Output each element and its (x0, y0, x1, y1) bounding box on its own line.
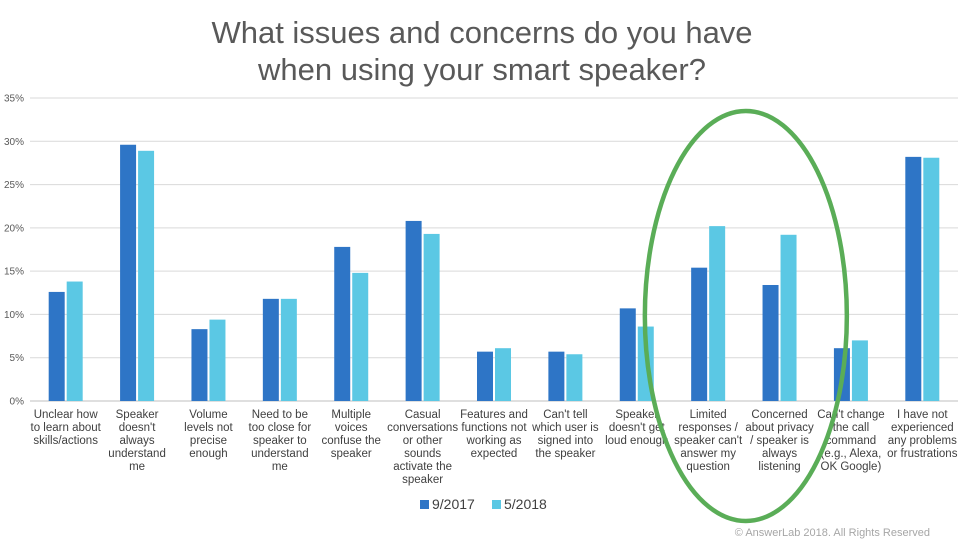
gridlines (30, 97, 958, 402)
legend: 9/2017 5/2018 (420, 496, 547, 512)
bar-series-1 (48, 291, 65, 401)
bars (48, 144, 940, 401)
bar-series-2 (423, 233, 440, 401)
bar-series-1 (120, 144, 137, 401)
bar-series-1 (334, 246, 351, 401)
highlight-ellipse (642, 108, 850, 524)
bar-series-1 (262, 298, 279, 401)
bar-series-1 (762, 284, 779, 401)
legend-swatch (492, 500, 501, 509)
x-tick-label: Need to be too close for speaker to underst… (249, 409, 312, 473)
chart-title-line-2: when using your smart speaker? (257, 52, 706, 87)
bar-series-1 (691, 267, 708, 401)
legend-swatch (420, 500, 429, 509)
x-tick-label: Can't tell which user is signed into the sp… (531, 409, 599, 460)
bar-series-1 (191, 329, 208, 401)
x-tick-label: Unclear how to learn about skills/actions (31, 409, 102, 447)
bar-series-1 (619, 308, 636, 401)
x-tick-label: Casual conversations or other sounds activat… (387, 409, 458, 486)
x-tick-label: Volume levels not precise enough (184, 409, 233, 460)
bar-series-1 (548, 351, 565, 401)
x-tick-label: Features and functions not working as expec… (460, 409, 528, 460)
x-tick-label: Limited responses / speaker can't answer my… (674, 409, 743, 473)
x-tick-label: Multiple voices confuse the speaker (321, 409, 380, 460)
legend-label: 9/2017 (432, 496, 475, 512)
chart-title: What issues and concerns do you have whe… (0, 14, 964, 88)
chart-title-line-1: What issues and concerns do you have (211, 15, 753, 50)
x-tick-label: Speaker doesn't always understand me (108, 409, 166, 473)
y-tick-label: 0% (10, 397, 25, 408)
bar-series-1 (477, 351, 493, 401)
x-tick-label: Concerned about privacy / speaker is always… (745, 409, 814, 473)
bar-series-2 (923, 157, 940, 401)
y-tick-label: 25% (4, 180, 24, 191)
y-axis: 0% 5% 10% 15% 20% 25% 30% 35% (4, 94, 24, 408)
bar-series-2 (851, 340, 868, 401)
x-tick-label: I have not experienced any problems or frus… (887, 409, 958, 460)
y-tick-label: 35% (4, 94, 24, 105)
highlight-ellipse-shape (642, 108, 850, 524)
x-axis-labels: Unclear how to learn about skills/actionsS… (31, 409, 958, 486)
bar-series-2 (66, 281, 83, 401)
bar-series-2 (709, 226, 726, 401)
bar-series-2 (566, 354, 583, 401)
bar-series-2 (352, 272, 369, 401)
x-tick-label: Speaker doesn't get loud enough (605, 409, 668, 447)
y-tick-label: 10% (4, 310, 24, 321)
legend-label: 5/2018 (504, 496, 547, 512)
bar-series-2 (280, 298, 297, 401)
bar-series-2 (209, 319, 226, 401)
y-tick-label: 30% (4, 137, 24, 148)
copyright-notice: © AnswerLab 2018. All Rights Reserved (734, 527, 930, 539)
bar-series-1 (905, 156, 922, 401)
bar-series-2 (138, 150, 155, 401)
bar-series-2 (780, 234, 797, 401)
y-tick-label: 5% (10, 353, 25, 364)
bar-series-2 (495, 348, 511, 401)
y-tick-label: 20% (4, 223, 24, 234)
bar-series-1 (405, 220, 422, 401)
y-tick-label: 15% (4, 267, 24, 278)
